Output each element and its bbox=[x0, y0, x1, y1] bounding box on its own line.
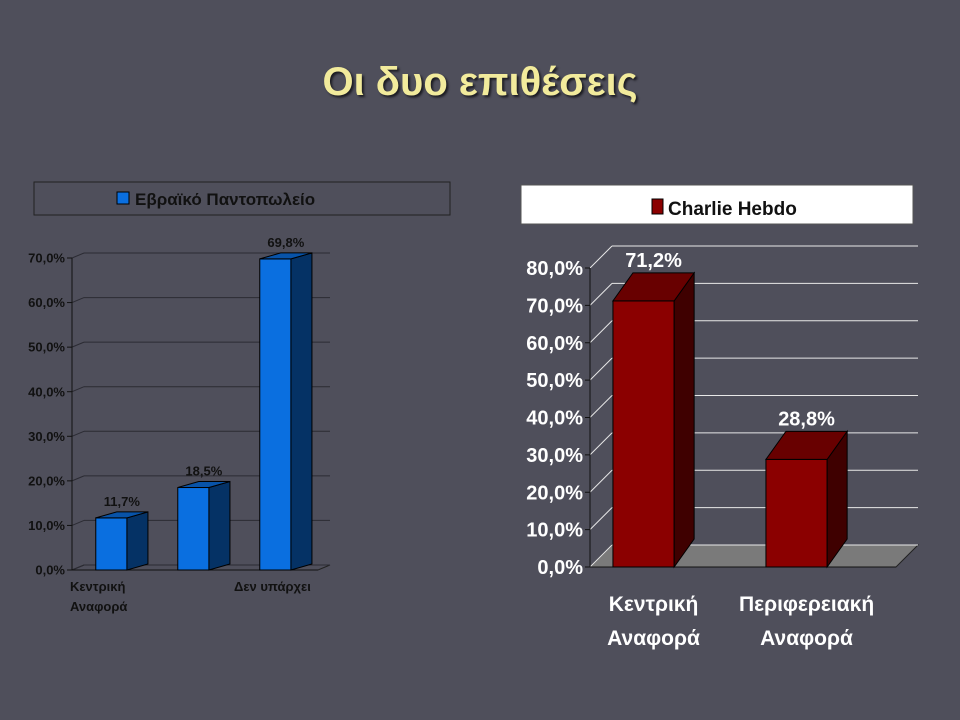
bar bbox=[177, 487, 210, 571]
bar bbox=[259, 258, 292, 571]
gridline-side bbox=[71, 430, 85, 437]
data-label: 11,7% bbox=[104, 494, 141, 509]
bar bbox=[95, 517, 128, 571]
y-tick-label: 40,0% bbox=[28, 384, 65, 399]
bar-top bbox=[95, 511, 149, 519]
gridline-side bbox=[71, 475, 85, 482]
legend-box bbox=[33, 181, 451, 216]
gridline-side bbox=[71, 386, 85, 393]
plot-area-left: 0,0% 10,0% 20,0% 30,0% 40,0% 50,0% 60,0% 70,0% 1… bbox=[28, 235, 331, 614]
bar-side bbox=[290, 252, 313, 571]
legend-left: Εβραϊκό Παντοπωλείο bbox=[33, 181, 451, 216]
x-tick-label: Κεντρική bbox=[70, 579, 125, 594]
gridline-side bbox=[71, 341, 85, 348]
y-tick-label: 20,0% bbox=[28, 473, 65, 488]
data-label: 69,8% bbox=[267, 235, 304, 250]
x-tick-label: Δεν υπάρχει bbox=[234, 579, 311, 594]
bar-top bbox=[259, 252, 313, 260]
gridline-side bbox=[71, 564, 85, 571]
bar-side bbox=[126, 511, 149, 571]
y-tick-label: 50,0% bbox=[28, 340, 65, 355]
bar-top bbox=[177, 481, 231, 489]
y-tick-label: 70,0% bbox=[28, 251, 65, 266]
y-tick-label: 10,0% bbox=[28, 518, 65, 533]
gridline-side bbox=[71, 519, 85, 526]
x-tick-label: Αναφορά bbox=[70, 599, 127, 614]
legend-swatch bbox=[116, 191, 130, 205]
y-tick-label: 30,0% bbox=[28, 429, 65, 444]
gridline-side bbox=[71, 252, 85, 259]
y-tick-label: 60,0% bbox=[28, 295, 65, 310]
data-label: 18,5% bbox=[185, 464, 222, 479]
gridline-side bbox=[71, 297, 85, 304]
y-tick-label: 0,0% bbox=[35, 563, 65, 578]
bar-side bbox=[208, 480, 231, 571]
slide-title: Οι δυο επιθέσεις bbox=[322, 60, 638, 104]
legend-label: Εβραϊκό Παντοπωλείο bbox=[135, 190, 315, 209]
